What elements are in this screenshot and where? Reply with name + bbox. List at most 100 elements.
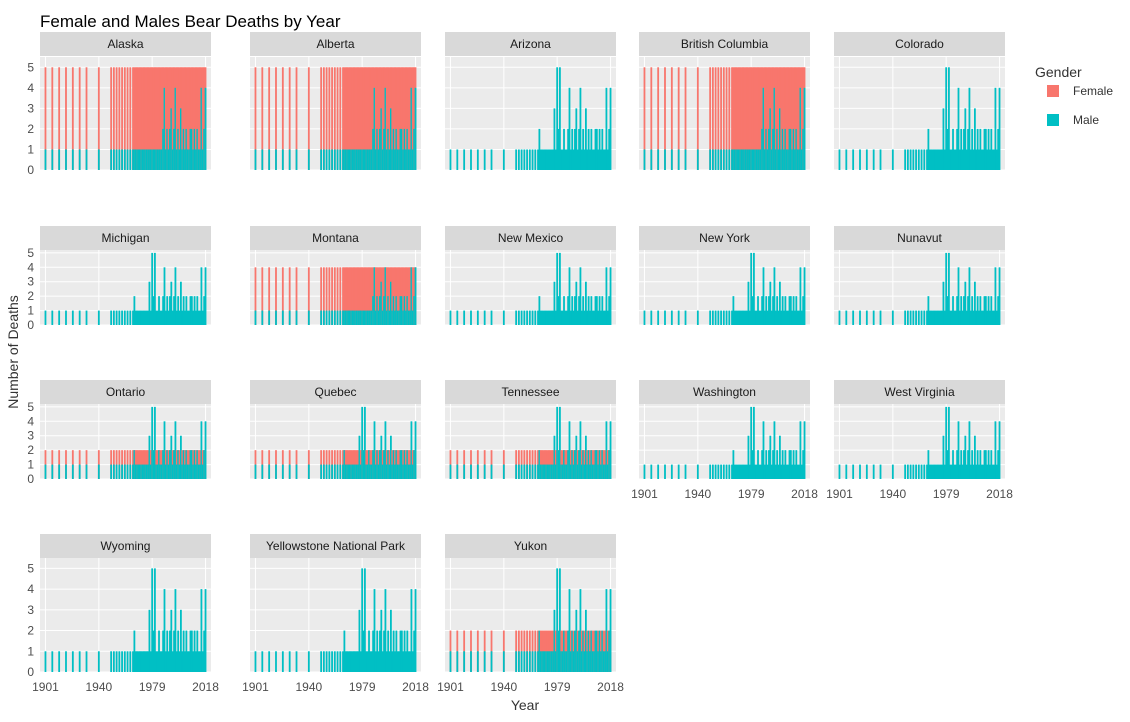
bar-male (517, 310, 520, 325)
bar-female (394, 267, 396, 325)
bar-male (515, 651, 518, 672)
bar-male (949, 310, 952, 325)
bar-male (762, 267, 765, 325)
bar-male (406, 630, 409, 672)
bar-female (731, 67, 733, 170)
bar-male (370, 464, 373, 479)
bar-male (145, 651, 148, 672)
bar-male (370, 651, 373, 672)
bar-male (359, 149, 362, 170)
bar-male (976, 450, 979, 479)
bar-female (336, 450, 339, 479)
bar-male (578, 450, 580, 479)
bar-female (758, 67, 761, 170)
bar-male (979, 128, 982, 170)
bar-male (200, 589, 203, 672)
bar-male (387, 128, 390, 170)
bar-male (557, 296, 560, 325)
bar-male (406, 450, 409, 479)
bar-male (931, 149, 934, 170)
bar-male (350, 651, 353, 672)
bar-male (328, 651, 331, 672)
bar-male (941, 149, 943, 170)
bar-female (543, 450, 546, 479)
bar-male (542, 310, 545, 325)
bar-male (574, 630, 576, 672)
bar-male (110, 651, 113, 672)
bar-male (553, 281, 556, 325)
bar-male (714, 149, 717, 170)
bar-male (990, 296, 993, 325)
bar-male (904, 310, 907, 325)
bar-male (978, 464, 980, 479)
bar-male (164, 310, 167, 325)
bar-male (583, 310, 586, 325)
bar-male (275, 651, 277, 672)
bar-male (765, 450, 768, 479)
bar-male (609, 267, 612, 325)
bar-male (579, 267, 582, 325)
strip-yellowstone-national-park (250, 534, 421, 558)
bar-male (132, 464, 134, 479)
bar-male (121, 464, 123, 479)
bar-male (414, 589, 417, 672)
bar-male (520, 310, 523, 325)
bar-male (476, 464, 479, 479)
bar-male (350, 464, 353, 479)
bar-female (394, 450, 396, 479)
bar-male (154, 252, 156, 325)
bar-male (351, 651, 354, 672)
bar-male (747, 281, 750, 325)
bar-female (97, 67, 100, 170)
bar-male (906, 464, 909, 479)
bar-male (383, 630, 385, 672)
bar-female (138, 67, 141, 170)
bar-female (322, 450, 325, 479)
bar-male (677, 464, 680, 479)
bar-female (353, 67, 355, 170)
bar-female (167, 450, 170, 479)
bar-male (968, 267, 971, 325)
bar-male (772, 296, 774, 325)
bar-female (160, 67, 163, 170)
bar-male (365, 651, 368, 672)
bar-male (582, 128, 585, 170)
bar-male (201, 149, 204, 170)
bar-male (159, 464, 162, 479)
bar-male (121, 149, 123, 170)
bar-male (144, 310, 147, 325)
bar-male (602, 310, 605, 325)
bar-male (177, 128, 180, 170)
panel-british-columbia: British Columbia (639, 32, 810, 171)
bar-male (989, 464, 991, 479)
bar-male (51, 310, 54, 325)
bar-male (589, 651, 591, 672)
bar-male (763, 149, 766, 170)
bar-male (670, 149, 673, 170)
chart-title: Female and Males Bear Deaths by Year (40, 12, 341, 31)
bar-male (261, 149, 264, 170)
bar-male (384, 87, 387, 170)
bar-female (121, 67, 123, 170)
bar-female (201, 67, 204, 170)
bar-male (366, 149, 369, 170)
bar-female (344, 67, 347, 170)
bar-male (405, 651, 407, 672)
bar-male (387, 296, 390, 325)
bar-male (545, 310, 548, 325)
bar-male (605, 421, 608, 479)
bar-male (785, 310, 788, 325)
bar-male (148, 149, 151, 170)
bar-male (556, 252, 559, 325)
bar-female (385, 450, 388, 479)
bar-male (51, 464, 54, 479)
bar-female (526, 450, 528, 479)
bar-male (774, 310, 777, 325)
bar-male (748, 464, 751, 479)
bar-female (463, 450, 466, 479)
bar-male (133, 450, 136, 479)
bar-male (939, 464, 942, 479)
bar-male (354, 310, 357, 325)
bar-male (788, 296, 791, 325)
x-tick-label: 1940 (684, 487, 711, 501)
